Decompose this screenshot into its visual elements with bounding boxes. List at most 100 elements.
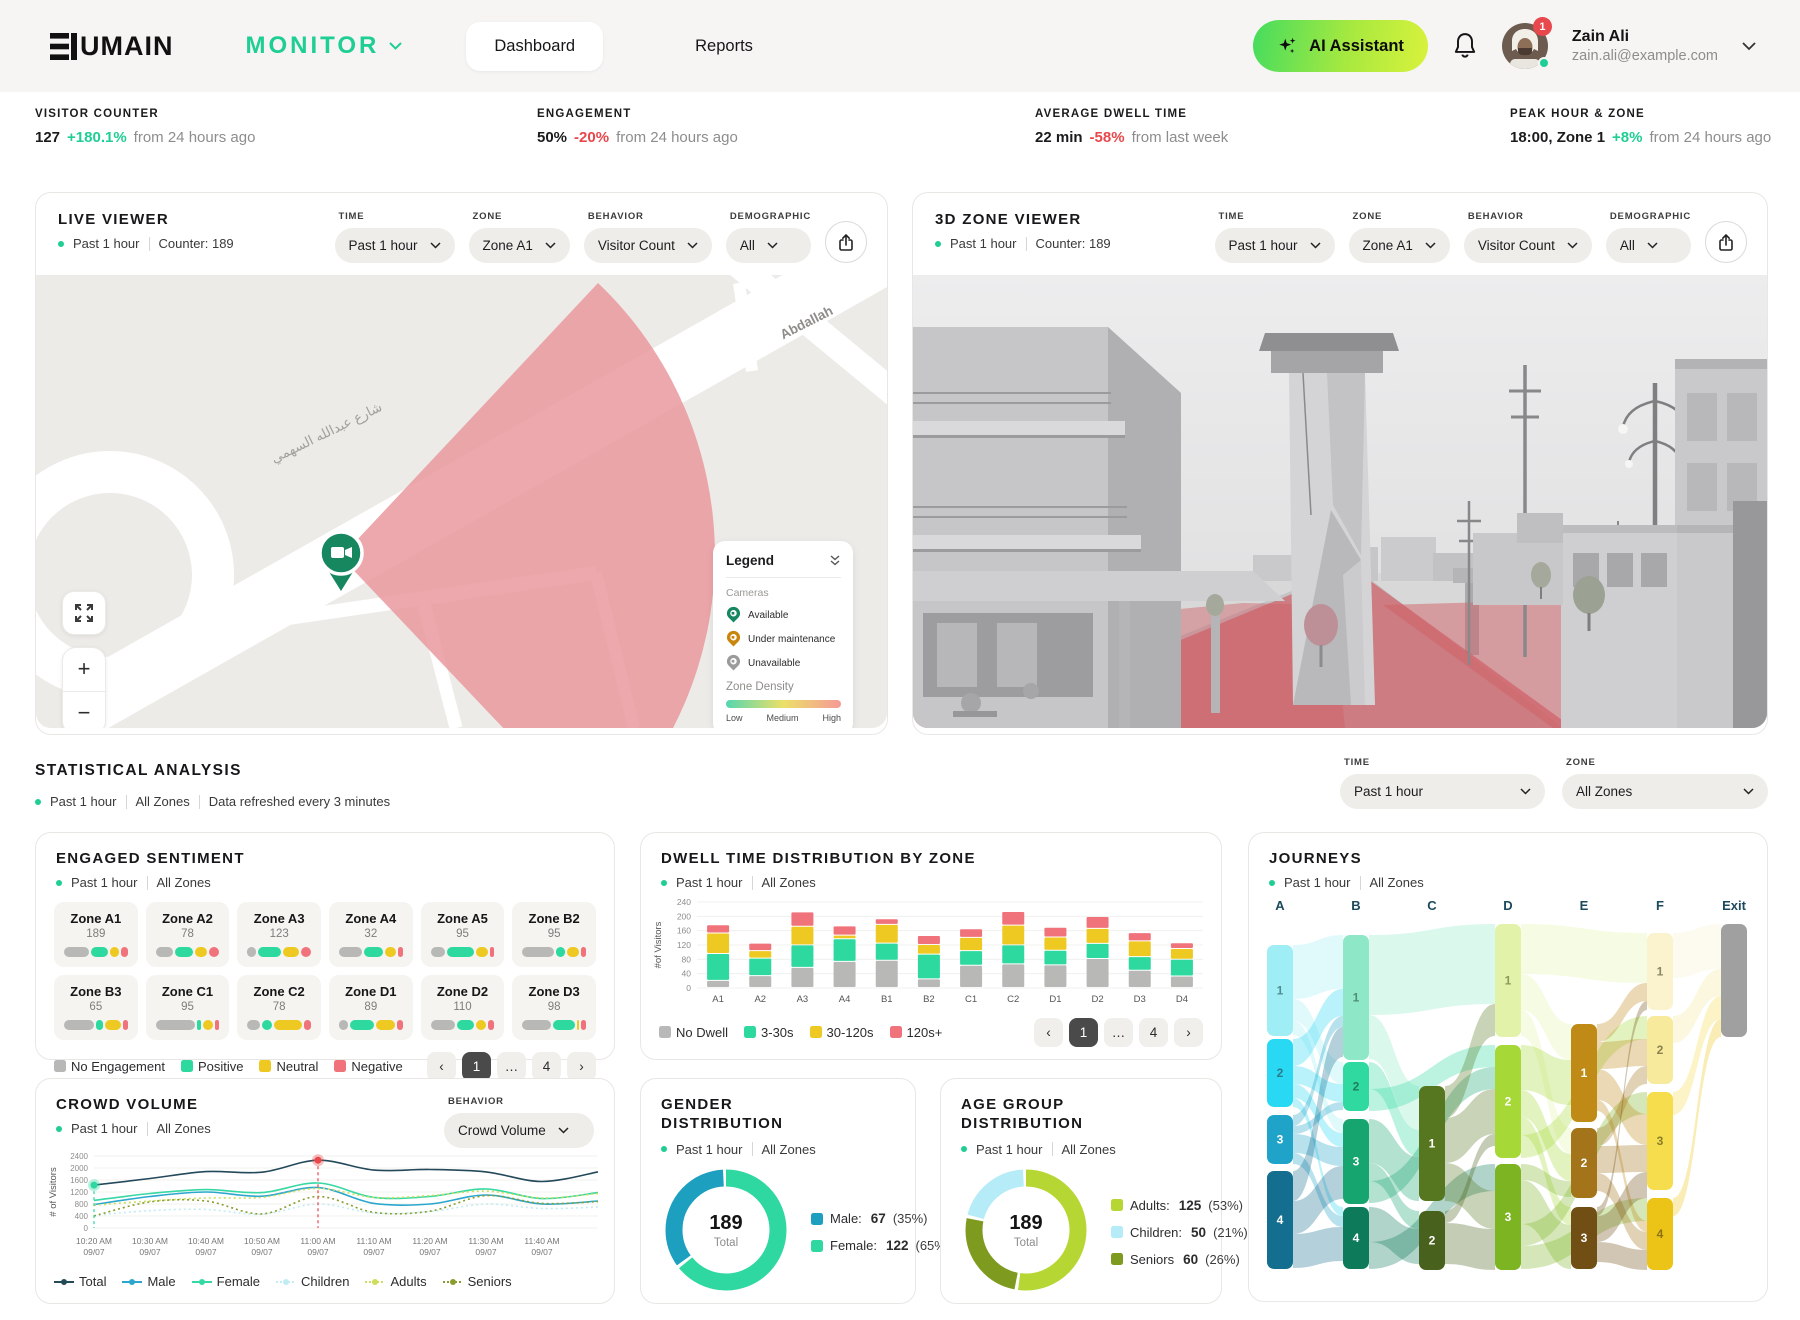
filter-zone-dropdown[interactable]: Zone A1 xyxy=(468,228,570,263)
page-button-4[interactable]: 4 xyxy=(532,1052,561,1081)
age-donut: 189 Total Adults: 125 (53%) Children: 50 (21%) S… xyxy=(941,1157,1248,1304)
top-navigation-bar: UMAIN MONITOR Dashboard Reports AI Assis… xyxy=(0,0,1800,92)
user-avatar[interactable]: 1 xyxy=(1501,17,1552,69)
page-prev-button[interactable]: ‹ xyxy=(427,1052,456,1081)
sankey-node-F2[interactable] xyxy=(1647,1016,1673,1084)
page-next-button[interactable]: › xyxy=(567,1052,596,1081)
page-button-1[interactable]: 1 xyxy=(1069,1018,1098,1047)
dwell-subtitle: Past 1 hour All Zones xyxy=(661,875,1201,890)
tab-reports[interactable]: Reports xyxy=(695,36,753,55)
zone-card-zone-c1[interactable]: Zone C1 95 xyxy=(145,975,230,1040)
crowd-subtitle: Past 1 hour All Zones xyxy=(56,1121,211,1136)
zone-card-zone-d2[interactable]: Zone D2 110 xyxy=(420,975,505,1040)
zone-card-zone-a3[interactable]: Zone A3 123 xyxy=(237,902,321,967)
page-button-…[interactable]: … xyxy=(497,1052,526,1081)
kpi-average-dwell-time: AVERAGE DWELL TIME 22 min -58% from last we… xyxy=(1035,108,1229,146)
sankey-node-F3[interactable] xyxy=(1647,1092,1673,1190)
filter-demographic-dropdown[interactable]: All xyxy=(725,228,811,263)
page-button-1[interactable]: 1 xyxy=(462,1052,491,1081)
sankey-node-E1[interactable] xyxy=(1571,1024,1597,1122)
live-map[interactable]: شارع عبدالله السهمي Abdallah + − Legend … xyxy=(36,275,887,728)
tab-dashboard[interactable]: Dashboard xyxy=(466,21,604,71)
filter-zone-dropdown[interactable]: Zone A1 xyxy=(1348,228,1450,263)
sankey-node-F1[interactable] xyxy=(1647,933,1673,1010)
sankey-node-A2[interactable] xyxy=(1267,1039,1293,1107)
zone-card-zone-b2[interactable]: Zone B2 95 xyxy=(512,902,596,967)
divider xyxy=(148,236,150,251)
filter-behavior-dropdown[interactable]: Visitor Count xyxy=(583,228,712,263)
sankey-node-B1[interactable] xyxy=(1343,935,1369,1060)
sankey-node-C1[interactable] xyxy=(1419,1086,1445,1201)
chevron-down-icon xyxy=(1647,242,1658,249)
chevron-down-icon xyxy=(1567,242,1578,249)
svg-text:1: 1 xyxy=(1277,984,1284,998)
svg-text:Total: Total xyxy=(1014,1237,1038,1249)
legend-item: Negative xyxy=(334,1059,403,1074)
sankey-node-X1[interactable] xyxy=(1721,924,1747,1037)
filter-demographic: DEMOGRAPHIC All xyxy=(1605,211,1691,263)
svg-text:D: D xyxy=(1503,898,1512,913)
sankey-node-E3[interactable] xyxy=(1571,1207,1597,1269)
legend-item: Positive xyxy=(180,1059,243,1074)
divider xyxy=(125,794,127,809)
collapse-chevrons-icon[interactable] xyxy=(829,555,841,566)
density-scale-labels: Low Medium High xyxy=(726,713,841,723)
sankey-node-A3[interactable] xyxy=(1267,1115,1293,1164)
divider xyxy=(1051,1142,1053,1156)
zone-card-zone-c2[interactable]: Zone C2 78 xyxy=(237,975,321,1040)
sankey-node-E2[interactable] xyxy=(1571,1128,1597,1198)
filter-time-dropdown[interactable]: Past 1 hour xyxy=(334,228,455,263)
page-next-button[interactable]: › xyxy=(1174,1018,1203,1047)
zone-card-zone-b3[interactable]: Zone B3 65 xyxy=(54,975,138,1040)
sankey-node-D1[interactable] xyxy=(1495,924,1521,1037)
zoom-in-button[interactable]: + xyxy=(63,648,105,692)
sentiment-title: ENGAGED SENTIMENT xyxy=(56,850,245,867)
page-button-4[interactable]: 4 xyxy=(1139,1018,1168,1047)
svg-text:10:30 AM: 10:30 AM xyxy=(132,1236,168,1246)
live-dot xyxy=(661,1146,667,1152)
svg-text:11:10 AM: 11:10 AM xyxy=(356,1236,391,1246)
filter-time-dropdown[interactable]: Past 1 hour xyxy=(1340,774,1545,809)
svg-text:1600: 1600 xyxy=(70,1176,88,1185)
product-switcher[interactable]: MONITOR xyxy=(246,32,403,60)
zone-card-zone-a1[interactable]: Zone A1 189 xyxy=(54,902,138,967)
notifications-bell-icon[interactable] xyxy=(1452,32,1478,60)
chevron-down-icon xyxy=(1520,788,1531,795)
zone-card-zone-a2[interactable]: Zone A2 78 xyxy=(145,902,230,967)
sankey-node-F4[interactable] xyxy=(1647,1198,1673,1270)
svg-text:200: 200 xyxy=(677,911,691,921)
sankey-node-B3[interactable] xyxy=(1343,1119,1369,1204)
zone-card-zone-d3[interactable]: Zone D3 98 xyxy=(512,975,596,1040)
svg-text:A1: A1 xyxy=(712,994,724,1005)
svg-text:09/07: 09/07 xyxy=(139,1247,161,1257)
export-button[interactable] xyxy=(825,221,867,263)
sankey-node-B2[interactable] xyxy=(1343,1062,1369,1111)
filter-time-dropdown[interactable]: Past 1 hour xyxy=(1214,228,1335,263)
map-fullscreen-button[interactable] xyxy=(62,591,106,635)
dwell-legend: No Dwell 3-30s 30-120s 120s+ xyxy=(659,1025,942,1040)
ai-assistant-button[interactable]: AI Assistant xyxy=(1253,20,1428,72)
filter-demographic-dropdown[interactable]: All xyxy=(1605,228,1691,263)
filter-behavior-dropdown[interactable]: Crowd Volume xyxy=(444,1113,594,1148)
sankey-node-D3[interactable] xyxy=(1495,1164,1521,1270)
zone-card-zone-a4[interactable]: Zone A4 32 xyxy=(328,902,413,967)
filter-behavior-dropdown[interactable]: Visitor Count xyxy=(1463,228,1592,263)
sankey-node-C2[interactable] xyxy=(1419,1211,1445,1270)
zone-3d-view[interactable] xyxy=(913,275,1767,728)
filter-zone-dropdown[interactable]: All Zones xyxy=(1562,774,1768,809)
camera-pin-icon[interactable] xyxy=(318,530,364,591)
zoom-out-button[interactable]: − xyxy=(77,699,91,725)
sankey-node-A1[interactable] xyxy=(1267,945,1293,1036)
statistical-analysis-subtitle: Past 1 hour All Zones Data refreshed every… xyxy=(35,794,390,809)
page-prev-button[interactable]: ‹ xyxy=(1034,1018,1063,1047)
sankey-node-D2[interactable] xyxy=(1495,1045,1521,1158)
divider xyxy=(751,1142,753,1156)
sankey-node-B4[interactable] xyxy=(1343,1207,1369,1269)
export-button[interactable] xyxy=(1705,221,1747,263)
zone-card-zone-d1[interactable]: Zone D1 89 xyxy=(328,975,413,1040)
page-button-…[interactable]: … xyxy=(1104,1018,1133,1047)
svg-text:400: 400 xyxy=(75,1212,89,1221)
sankey-node-A4[interactable] xyxy=(1267,1171,1293,1269)
user-menu-chevron-icon[interactable] xyxy=(1742,41,1756,51)
zone-card-zone-a5[interactable]: Zone A5 95 xyxy=(420,902,505,967)
